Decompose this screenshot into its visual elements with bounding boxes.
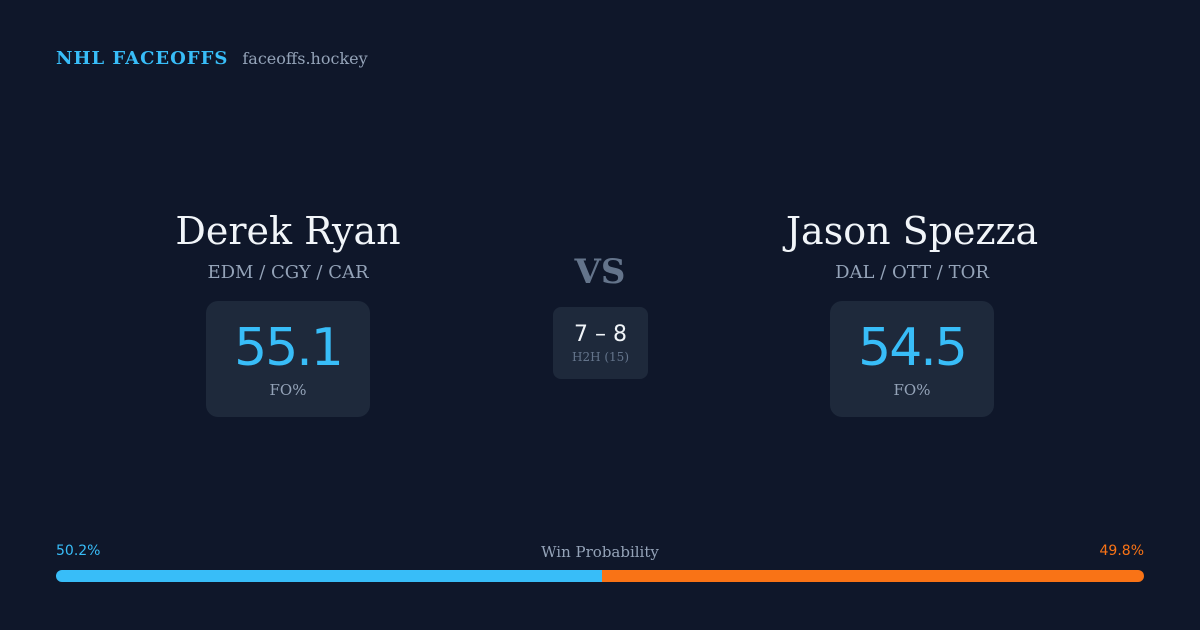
- player-teams: DAL / OTT / TOR: [835, 262, 989, 283]
- win-probability-bar: [56, 570, 1144, 582]
- win-probability-title: Win Probability: [541, 543, 659, 561]
- brand-name: NHL FACEOFFS: [56, 48, 229, 69]
- player-left: Derek Ryan EDM / CGY / CAR 55.1 FO%: [78, 206, 498, 417]
- brand-url: faceoffs.hockey: [242, 49, 368, 68]
- faceoff-pct-card: 54.5 FO%: [830, 301, 994, 417]
- head-to-head-score: 7 – 8: [574, 322, 627, 347]
- player-name: Jason Spezza: [785, 209, 1039, 253]
- head-to-head-label: H2H (15): [571, 350, 629, 364]
- faceoff-pct-card: 55.1 FO%: [206, 301, 370, 417]
- faceoff-pct-label: FO%: [269, 381, 307, 399]
- win-probability-fill-left: [56, 570, 603, 582]
- vs-label: VS: [574, 252, 626, 292]
- player-teams: EDM / CGY / CAR: [207, 262, 369, 283]
- player-right: Jason Spezza DAL / OTT / TOR 54.5 FO%: [702, 206, 1122, 417]
- faceoff-pct-value: 55.1: [234, 318, 344, 378]
- win-probability-right: 49.8%: [1099, 543, 1144, 559]
- win-probability-fill-right: [602, 570, 1144, 582]
- brand-header: NHL FACEOFFS faceoffs.hockey: [56, 48, 368, 69]
- player-name: Derek Ryan: [175, 209, 401, 253]
- faceoff-pct-label: FO%: [893, 381, 931, 399]
- win-probability-labels: 50.2% Win Probability 49.8%: [56, 543, 1144, 563]
- faceoff-pct-value: 54.5: [858, 318, 968, 378]
- win-probability-left: 50.2%: [56, 543, 101, 559]
- head-to-head-card: 7 – 8 H2H (15): [553, 307, 648, 379]
